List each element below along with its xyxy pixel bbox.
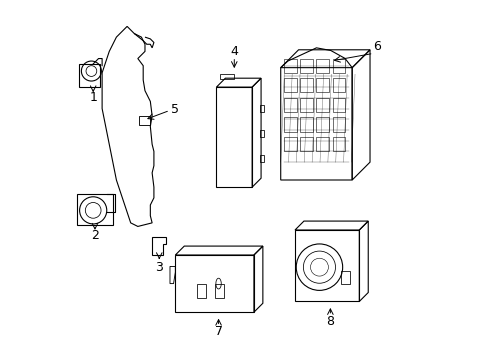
Text: 3: 3 bbox=[155, 261, 163, 274]
Text: 6: 6 bbox=[373, 40, 381, 53]
Text: 2: 2 bbox=[91, 229, 99, 242]
Text: 5: 5 bbox=[172, 103, 179, 116]
Text: 8: 8 bbox=[326, 315, 334, 328]
Text: 4: 4 bbox=[230, 45, 238, 58]
Text: 1: 1 bbox=[89, 91, 97, 104]
Text: 7: 7 bbox=[215, 325, 222, 338]
